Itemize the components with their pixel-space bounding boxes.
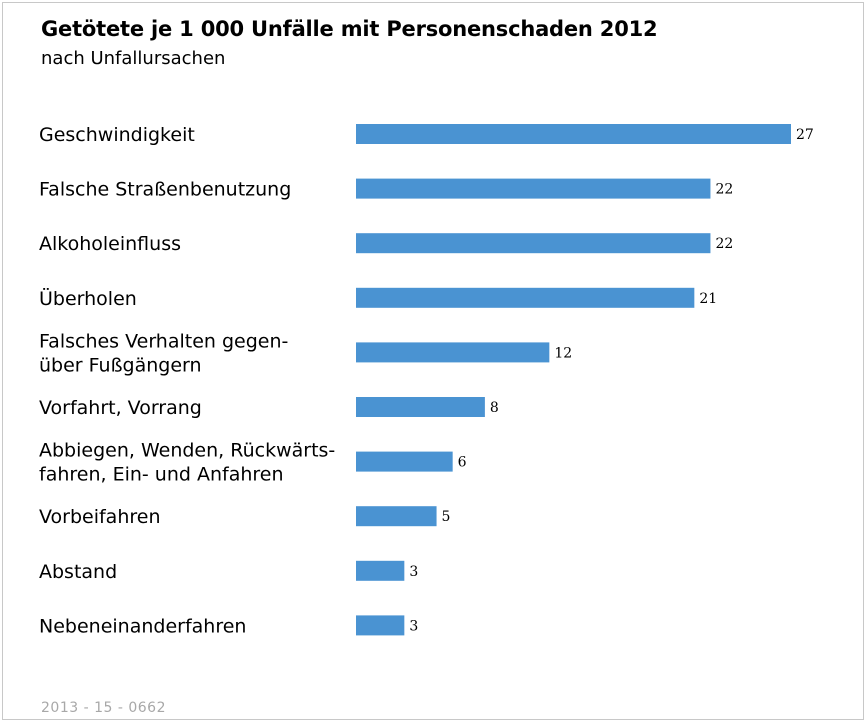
bar — [356, 178, 711, 199]
chart-title: Getötete je 1 000 Unfälle mit Personensc… — [41, 17, 658, 41]
data-label: 12 — [554, 345, 572, 361]
category-label: Vorbeifahren — [39, 506, 161, 528]
data-label: 3 — [409, 618, 418, 634]
category-label: Abbiegen, Wenden, Rückwärts-fahren, Ein-… — [39, 440, 335, 486]
category-label: Falsche Straßenbenutzung — [39, 179, 291, 201]
category-label: Alkoholeinfluss — [39, 233, 181, 255]
data-label: 27 — [796, 127, 814, 143]
category-label: Überholen — [39, 287, 137, 310]
category-label: Geschwindigkeit — [39, 124, 195, 146]
category-label: Vorfahrt, Vorrang — [39, 397, 202, 419]
chart-subtitle: nach Unfallursachen — [41, 48, 226, 69]
bar — [356, 233, 711, 254]
data-label: 22 — [715, 182, 733, 198]
category-label: Abstand — [39, 561, 117, 583]
category-label: Nebeneinanderfahren — [39, 615, 246, 637]
bar — [356, 560, 405, 581]
data-label: 21 — [699, 291, 717, 307]
bar — [356, 287, 695, 308]
bar — [356, 615, 405, 636]
data-label: 22 — [715, 236, 733, 252]
bar — [356, 124, 791, 144]
bar — [356, 342, 550, 363]
data-label: 5 — [442, 509, 451, 525]
bar — [356, 451, 453, 472]
bar — [356, 506, 437, 527]
data-label: 8 — [490, 400, 499, 416]
data-label: 3 — [409, 564, 418, 580]
source-code: 2013 - 15 - 0662 — [41, 700, 166, 716]
category-label: Falsches Verhalten gegen-über Fußgängern — [39, 330, 288, 376]
bar — [356, 397, 485, 417]
data-label: 6 — [458, 455, 467, 471]
